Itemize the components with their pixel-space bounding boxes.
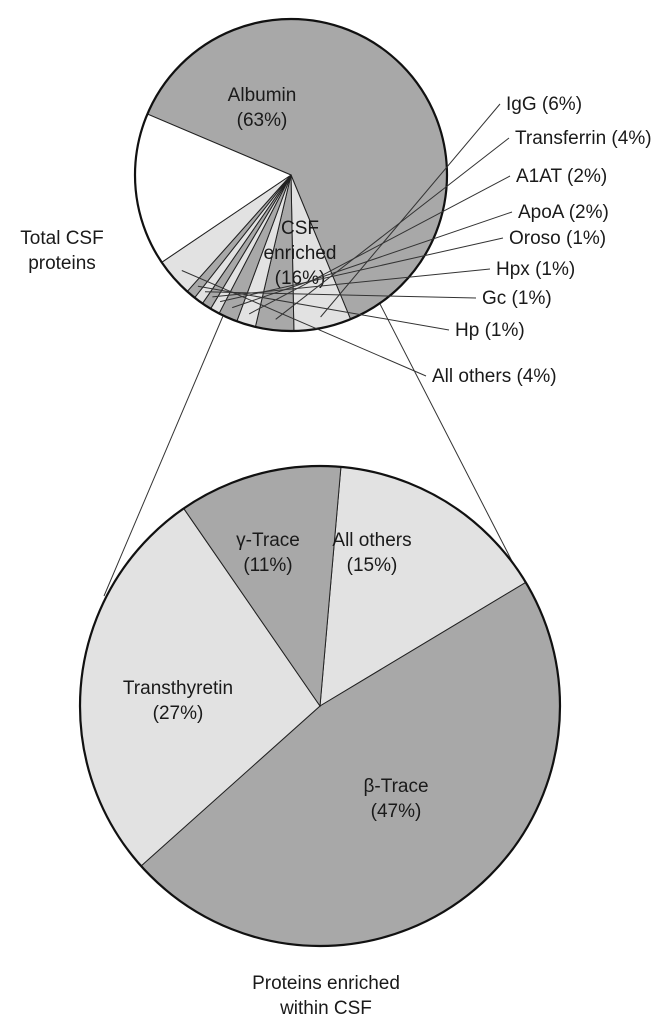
label-igg: IgG (6%) [506,94,582,115]
label-all-others: All others (4%) [432,366,557,387]
label-transthyretin: Transthyretin (27%) [123,678,233,724]
label-hp: Hp (1%) [455,320,525,341]
label-gamma-trace: γ-Trace (11%) [236,530,300,576]
leader-line-all-others [181,270,427,377]
csf-enriched-pie [78,464,562,948]
label-apoa: ApoA (2%) [518,202,609,223]
label-beta-trace: β-Trace (47%) [363,776,428,822]
label-all-others: All others (15%) [332,530,411,576]
label-a1at: A1AT (2%) [516,166,607,187]
total-csf-outline [133,17,449,333]
leader-line-hp [197,285,450,331]
connector-left [103,315,224,597]
leader-line-hpx [212,268,491,298]
label-gc: Gc (1%) [482,288,552,309]
enriched-outline [78,464,562,948]
total-csf-labels: Albumin (63%) CSF enriched (16%) IgG (6%) Tran… [181,85,652,387]
label-transferrin: Transferrin (4%) [515,128,652,149]
side-label-total-csf-proteins: Total CSF proteins [20,228,103,274]
leader-line-transferrin [275,137,510,320]
zoom-connector-lines [103,303,515,597]
connector-right [379,303,515,566]
leader-line-gc [204,291,477,299]
csf-enriched-labels: All others (15%) β-Trace (47%) Transthyretin… [123,530,429,822]
caption-proteins-enriched: Proteins enriched within CSF [252,973,400,1019]
label-hpx: Hpx (1%) [496,259,575,280]
label-csf-enriched: CSF enriched (16%) [264,218,337,289]
label-oroso: Oroso (1%) [509,228,606,249]
label-albumin: Albumin (63%) [228,85,297,131]
leader-line-igg [320,103,501,318]
leader-line-apoa [232,211,513,309]
leader-line-a1at [248,175,511,315]
captions: Total CSF proteins Proteins enriched within… [20,228,400,1019]
